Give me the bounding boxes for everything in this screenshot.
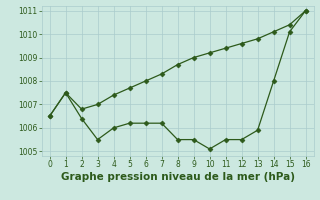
- X-axis label: Graphe pression niveau de la mer (hPa): Graphe pression niveau de la mer (hPa): [60, 172, 295, 182]
